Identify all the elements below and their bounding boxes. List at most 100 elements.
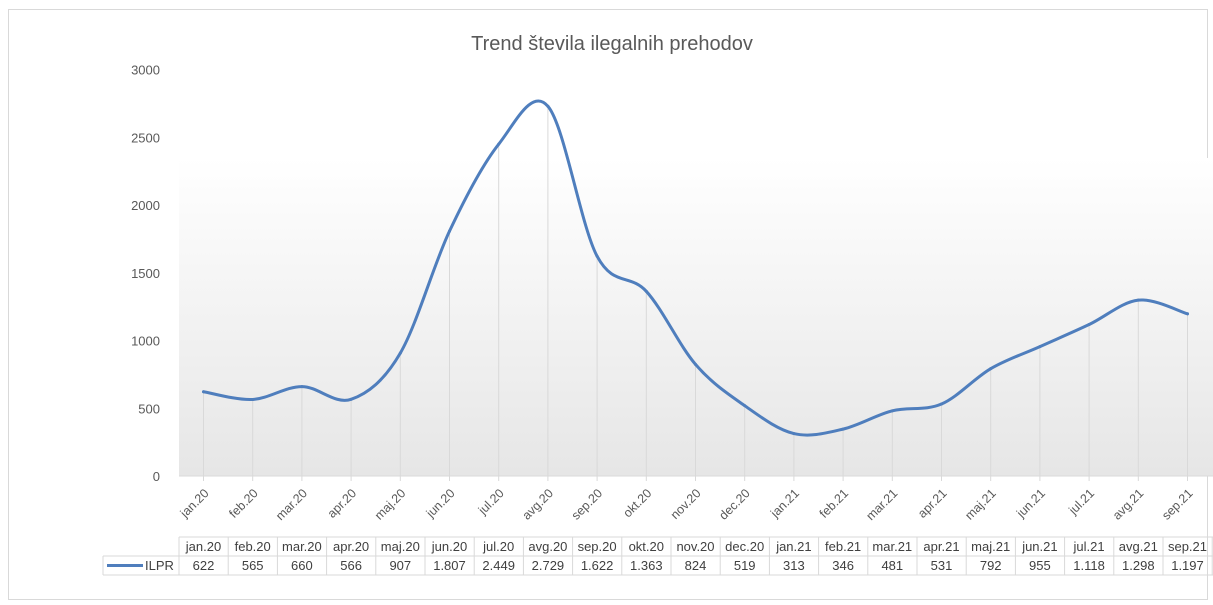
table-value-cell: 1.807 <box>433 558 466 573</box>
table-header-cell: feb.20 <box>235 539 271 554</box>
table-value-cell: 566 <box>340 558 362 573</box>
table-value-cell: 824 <box>685 558 707 573</box>
x-tick-label: avg.20 <box>520 486 556 522</box>
table-header-cell: apr.20 <box>333 539 369 554</box>
series-ilpr <box>202 99 1189 437</box>
table-header-cell: jul.21 <box>1073 539 1105 554</box>
table-value-cell: 1.298 <box>1122 558 1155 573</box>
table-header-cell: nov.20 <box>676 539 714 554</box>
table-header-cell: mar.21 <box>872 539 912 554</box>
data-point <box>694 362 697 366</box>
x-tick-label: avg.21 <box>1110 486 1146 522</box>
table-value-cell: 1.363 <box>630 558 663 573</box>
table-value-cell: 1.197 <box>1171 558 1204 573</box>
table-value-cell: 313 <box>783 558 805 573</box>
data-point <box>989 367 993 371</box>
y-tick-label: 500 <box>138 401 160 416</box>
table-header-cell: sep.21 <box>1168 539 1207 554</box>
table-value-cell: 346 <box>832 558 854 573</box>
x-tick-label: mar.20 <box>273 486 310 523</box>
x-tick-label: maj.20 <box>372 486 408 522</box>
table-value-cell: 531 <box>931 558 953 573</box>
x-tick-label: dec.20 <box>716 486 752 522</box>
data-point <box>890 409 894 413</box>
data-point <box>743 404 747 408</box>
x-tick-label: jan.21 <box>767 486 802 521</box>
x-tick-label: jul.20 <box>475 486 507 518</box>
data-point <box>202 390 205 394</box>
data-point <box>300 385 304 389</box>
data-point <box>398 351 402 355</box>
table-header-cell: dec.20 <box>725 539 764 554</box>
table-header-cell: jul.20 <box>482 539 514 554</box>
x-tick-label: sep.20 <box>569 486 605 522</box>
x-tick-label: jul.21 <box>1065 486 1097 518</box>
data-point <box>497 142 501 146</box>
x-tick-label: jun.20 <box>423 486 458 521</box>
table-header-cell: feb.21 <box>825 539 861 554</box>
drop-lines <box>203 106 1188 476</box>
data-point <box>251 397 255 401</box>
table-header-cell: jun.20 <box>431 539 467 554</box>
y-tick-label: 2500 <box>131 130 160 145</box>
x-tick-label: okt.20 <box>620 486 654 520</box>
data-point <box>349 397 353 401</box>
table-value-cell: 660 <box>291 558 313 573</box>
y-tick-label: 1000 <box>131 334 160 349</box>
y-tick-label: 1500 <box>131 266 160 281</box>
table-header-cell: okt.20 <box>629 539 664 554</box>
data-point <box>1136 298 1140 302</box>
table-value-cell: 955 <box>1029 558 1051 573</box>
x-axis: jan.20 feb.20 mar.20 apr.20 maj.20 jun.20 jul.… <box>177 476 1196 523</box>
series-line-ilpr <box>202 99 1189 437</box>
legend-label-ilpr: ILPR <box>145 558 174 573</box>
x-tick-label: jan.20 <box>177 486 212 521</box>
table-header-cell: maj.21 <box>971 539 1010 554</box>
x-tick-label: maj.21 <box>962 486 998 522</box>
table-value-cell: 2.449 <box>482 558 515 573</box>
table-header-cell: jan.21 <box>775 539 811 554</box>
table-value-cell: 622 <box>193 558 215 573</box>
table-value-cell: 519 <box>734 558 756 573</box>
y-tick-label: 3000 <box>131 63 160 78</box>
y-axis: 0 500 1000 1500 2000 2500 3000 <box>131 63 160 485</box>
data-point <box>1087 323 1091 327</box>
x-tick-label: feb.21 <box>817 486 852 521</box>
x-tick-label: jun.21 <box>1013 486 1048 521</box>
table-value-cell: 2.729 <box>532 558 565 573</box>
table-header-cell: avg.21 <box>1119 539 1158 554</box>
data-point <box>841 427 845 431</box>
table-header-cell: mar.20 <box>282 539 322 554</box>
data-point <box>595 254 599 258</box>
data-point <box>644 289 648 293</box>
data-point <box>1186 312 1189 316</box>
data-point <box>940 402 943 406</box>
table-header-cell: avg.20 <box>528 539 567 554</box>
table-value-cell: 481 <box>881 558 903 573</box>
y-tick-label: 0 <box>153 469 160 484</box>
table-value-cell: 792 <box>980 558 1002 573</box>
x-tick-label: sep.21 <box>1159 486 1195 522</box>
y-tick-label: 2000 <box>131 198 160 213</box>
table-header-cell: maj.20 <box>381 539 420 554</box>
table-value-cell: 907 <box>389 558 411 573</box>
table-header-cell: sep.20 <box>578 539 617 554</box>
data-point <box>546 104 550 108</box>
table-header-cell: jan.20 <box>185 539 221 554</box>
table-value-cell: 1.118 <box>1073 558 1105 573</box>
table-header-cell: apr.21 <box>923 539 959 554</box>
data-point <box>1038 345 1042 349</box>
x-tick-label: apr.21 <box>915 486 950 521</box>
data-point <box>448 229 451 233</box>
data-point <box>792 432 796 436</box>
x-tick-label: nov.20 <box>668 486 704 522</box>
table-header-cell: jun.21 <box>1021 539 1057 554</box>
table-value-cell: 1.622 <box>581 558 614 573</box>
x-tick-label: feb.20 <box>226 486 261 521</box>
data-table: jan.20 622 feb.20 565 mar.20 660 apr.20 566 maj.… <box>102 536 1213 576</box>
x-tick-label: mar.21 <box>863 486 900 523</box>
chart-title: Trend števila ilegalnih prehodov <box>471 33 753 55</box>
table-value-cell: 565 <box>242 558 264 573</box>
x-tick-label: apr.20 <box>325 486 360 521</box>
